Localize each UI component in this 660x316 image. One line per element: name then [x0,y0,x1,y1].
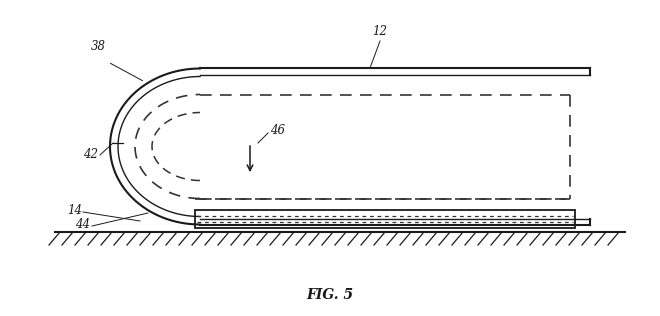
Text: 38: 38 [90,40,106,53]
Text: 12: 12 [372,25,387,38]
Bar [195,210,575,228]
Text: FIG. 5: FIG. 5 [306,288,354,302]
Text: 14: 14 [67,204,82,216]
Text: 42: 42 [83,149,98,161]
Text: 46: 46 [270,124,285,137]
Text: 44: 44 [75,217,90,230]
